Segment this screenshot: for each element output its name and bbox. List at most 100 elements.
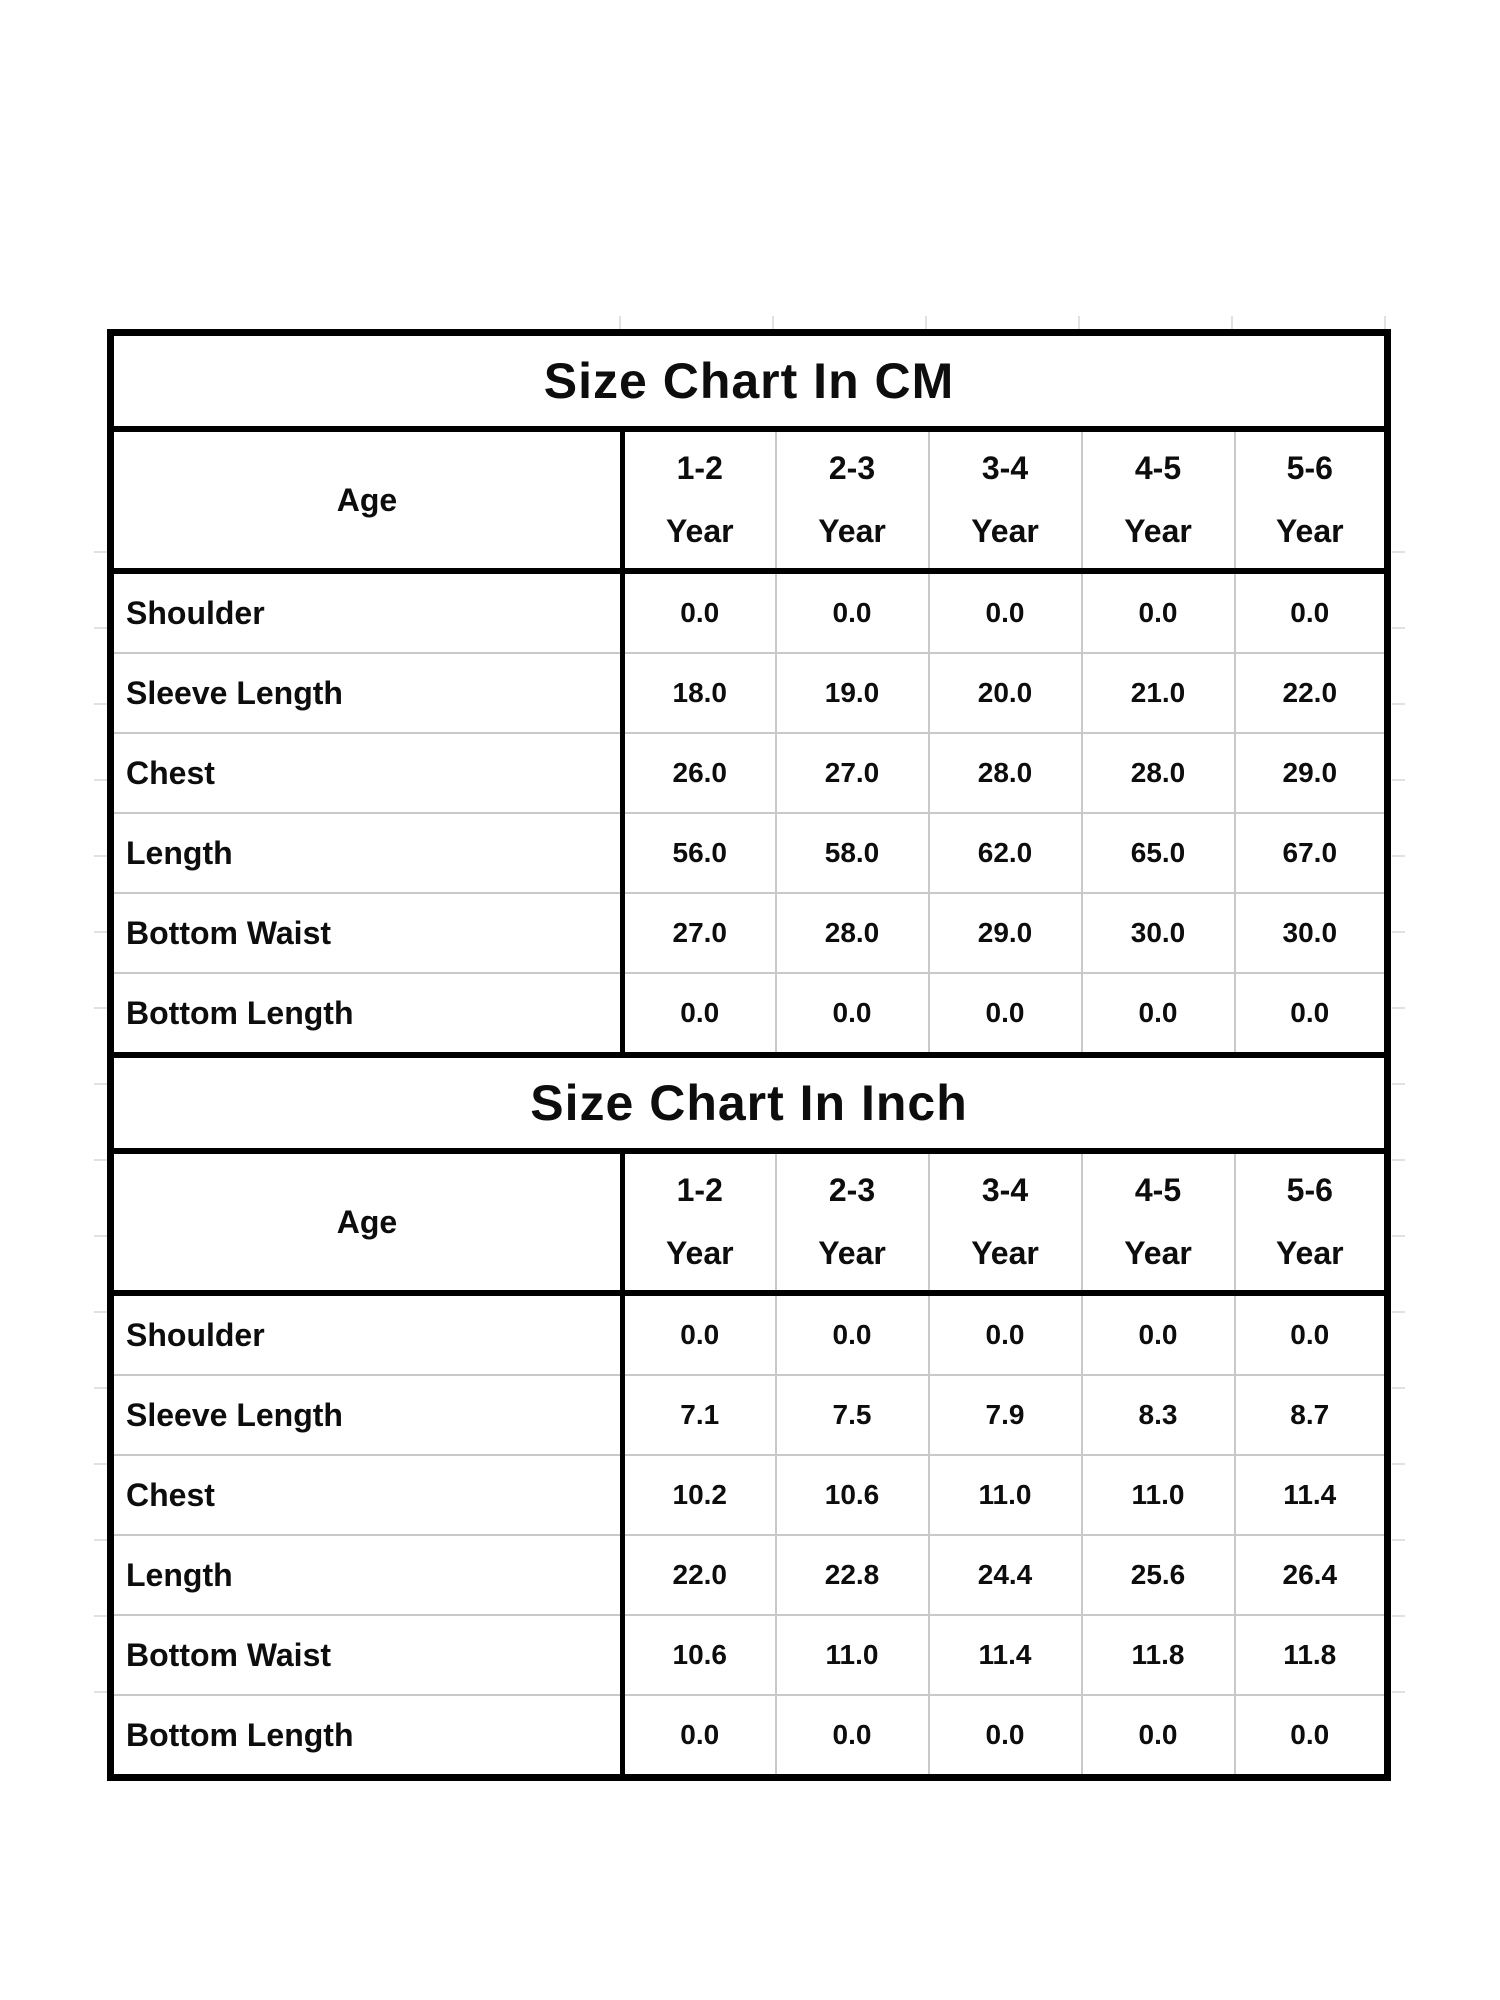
year-range-label: 5-6: [1286, 1172, 1333, 1208]
year-header-cell: 2-3 Year: [774, 1151, 930, 1296]
measurement-value-cell: 0.0: [927, 972, 1083, 1056]
measurement-value-cell: 11.8: [1233, 1614, 1389, 1696]
measurement-label-cell: Shoulder: [110, 570, 625, 654]
year-unit-label: Year: [1275, 1235, 1344, 1271]
measurement-label-cell: Length: [110, 812, 625, 894]
year-range-label: 4-5: [1134, 1172, 1182, 1208]
measurement-value-cell: 29.0: [927, 892, 1083, 974]
measurement-value-cell: 11.0: [927, 1454, 1083, 1536]
size-chart-table-body: Size Chart In CM Age 1-2 Year 2-3 Year 3-4 Year…: [110, 329, 1389, 1779]
measurement-value-cell: 22.0: [1233, 652, 1389, 734]
measurement-value-cell: 8.7: [1233, 1374, 1389, 1456]
measurement-value-cell: 22.8: [774, 1534, 930, 1616]
measurement-label-cell: Chest: [110, 1454, 625, 1536]
measurement-value-cell: 11.0: [774, 1614, 930, 1696]
year-header-cell: 4-5 Year: [1080, 1151, 1236, 1296]
age-header-cell: Age: [110, 429, 625, 574]
year-header-cell: 5-6 Year: [1233, 1151, 1389, 1296]
year-header-cell: 1-2 Year: [621, 1151, 777, 1296]
table-header-row: Age 1-2 Year 2-3 Year 3-4 Year 4-5 Year 5-6 Year: [110, 1151, 1389, 1296]
year-unit-label: Year: [818, 1235, 886, 1271]
year-range-label: 3-4: [981, 1172, 1029, 1208]
age-header-cell: Age: [110, 1151, 625, 1296]
measurement-value-cell: 58.0: [774, 812, 930, 894]
measurement-value-cell: 10.6: [621, 1614, 777, 1696]
measurement-label-cell: Chest: [110, 732, 625, 814]
measurement-value-cell: 0.0: [927, 1694, 1083, 1779]
measurement-value-cell: 22.0: [621, 1534, 777, 1616]
year-unit-label: Year: [665, 513, 734, 549]
measurement-label-cell: Sleeve Length: [110, 1374, 625, 1456]
measurement-value-cell: 11.4: [927, 1614, 1083, 1696]
measurement-value-cell: 21.0: [1080, 652, 1236, 734]
measurement-value-cell: 24.4: [927, 1534, 1083, 1616]
measurement-label-cell: Bottom Waist: [110, 1614, 625, 1696]
measurement-value-cell: 28.0: [1080, 732, 1236, 814]
measurement-value-cell: 7.9: [927, 1374, 1083, 1456]
measurement-label-cell: Sleeve Length: [110, 652, 625, 734]
measurement-label-cell: Bottom Length: [110, 1694, 625, 1779]
measurement-row: Bottom Length 0.0 0.0 0.0 0.0 0.0: [110, 1694, 1389, 1779]
measurement-row: Sleeve Length 7.1 7.5 7.9 8.3 8.7: [110, 1374, 1389, 1456]
year-range-label: 3-4: [981, 450, 1029, 486]
measurement-value-cell: 25.6: [1080, 1534, 1236, 1616]
measurement-value-cell: 0.0: [1080, 1694, 1236, 1779]
year-range-label: 1-2: [676, 1172, 723, 1208]
sheet-gridline-ticks-right: [1392, 551, 1405, 1701]
measurement-value-cell: 28.0: [774, 892, 930, 974]
measurement-value-cell: 67.0: [1233, 812, 1389, 894]
measurement-value-cell: 26.0: [621, 732, 777, 814]
table-header-row: Age 1-2 Year 2-3 Year 3-4 Year 4-5 Year 5-6 Year: [110, 429, 1389, 574]
size-chart-table: Size Chart In CM Age 1-2 Year 2-3 Year 3-4 Year…: [107, 329, 1392, 1781]
measurement-row: Chest 10.2 10.6 11.0 11.0 11.4: [110, 1454, 1389, 1536]
year-unit-label: Year: [1124, 1235, 1192, 1271]
measurement-value-cell: 0.0: [774, 570, 930, 654]
measurement-value-cell: 0.0: [1233, 1694, 1389, 1779]
measurement-value-cell: 10.6: [774, 1454, 930, 1536]
year-unit-label: Year: [1124, 513, 1192, 549]
year-header-cell: 1-2 Year: [621, 429, 777, 574]
sheet-gridline-ticks-top: [619, 316, 1398, 329]
measurement-value-cell: 0.0: [621, 972, 777, 1056]
year-unit-label: Year: [1275, 513, 1344, 549]
measurement-value-cell: 26.4: [1233, 1534, 1389, 1616]
measurement-label-cell: Bottom Waist: [110, 892, 625, 974]
measurement-value-cell: 0.0: [774, 972, 930, 1056]
measurement-value-cell: 0.0: [1080, 1292, 1236, 1376]
year-header-cell: 5-6 Year: [1233, 429, 1389, 574]
year-header-cell: 4-5 Year: [1080, 429, 1236, 574]
year-unit-label: Year: [818, 513, 886, 549]
measurement-value-cell: 0.0: [1233, 1292, 1389, 1376]
measurement-value-cell: 0.0: [1080, 972, 1236, 1056]
measurement-row: Length 22.0 22.8 24.4 25.6 26.4: [110, 1534, 1389, 1616]
measurement-value-cell: 29.0: [1233, 732, 1389, 814]
year-header-cell: 3-4 Year: [927, 1151, 1083, 1296]
measurement-value-cell: 27.0: [774, 732, 930, 814]
table-title-row: Size Chart In CM: [110, 329, 1388, 432]
measurement-value-cell: 30.0: [1080, 892, 1236, 974]
measurement-value-cell: 0.0: [774, 1694, 930, 1779]
measurement-value-cell: 0.0: [1080, 570, 1236, 654]
measurement-value-cell: 0.0: [927, 1292, 1083, 1376]
measurement-value-cell: 11.0: [1080, 1454, 1236, 1536]
measurement-row: Shoulder 0.0 0.0 0.0 0.0 0.0: [110, 570, 1389, 654]
year-unit-label: Year: [971, 1235, 1039, 1271]
measurement-row: Bottom Waist 10.6 11.0 11.4 11.8 11.8: [110, 1614, 1389, 1696]
year-range-label: 1-2: [676, 450, 723, 486]
measurement-value-cell: 0.0: [1233, 972, 1389, 1056]
measurement-row: Shoulder 0.0 0.0 0.0 0.0 0.0: [110, 1292, 1389, 1376]
year-range-label: 2-3: [828, 1172, 876, 1208]
table-title: Size Chart In CM: [110, 329, 1388, 432]
measurement-value-cell: 10.2: [621, 1454, 777, 1536]
measurement-value-cell: 65.0: [1080, 812, 1236, 894]
measurement-value-cell: 0.0: [621, 570, 777, 654]
year-header-cell: 2-3 Year: [774, 429, 930, 574]
year-range-label: 2-3: [828, 450, 876, 486]
measurement-value-cell: 11.4: [1233, 1454, 1389, 1536]
year-unit-label: Year: [971, 513, 1039, 549]
measurement-row: Bottom Length 0.0 0.0 0.0 0.0 0.0: [110, 972, 1389, 1056]
year-unit-label: Year: [665, 1235, 734, 1271]
measurement-value-cell: 27.0: [621, 892, 777, 974]
year-range-label: 5-6: [1286, 450, 1333, 486]
